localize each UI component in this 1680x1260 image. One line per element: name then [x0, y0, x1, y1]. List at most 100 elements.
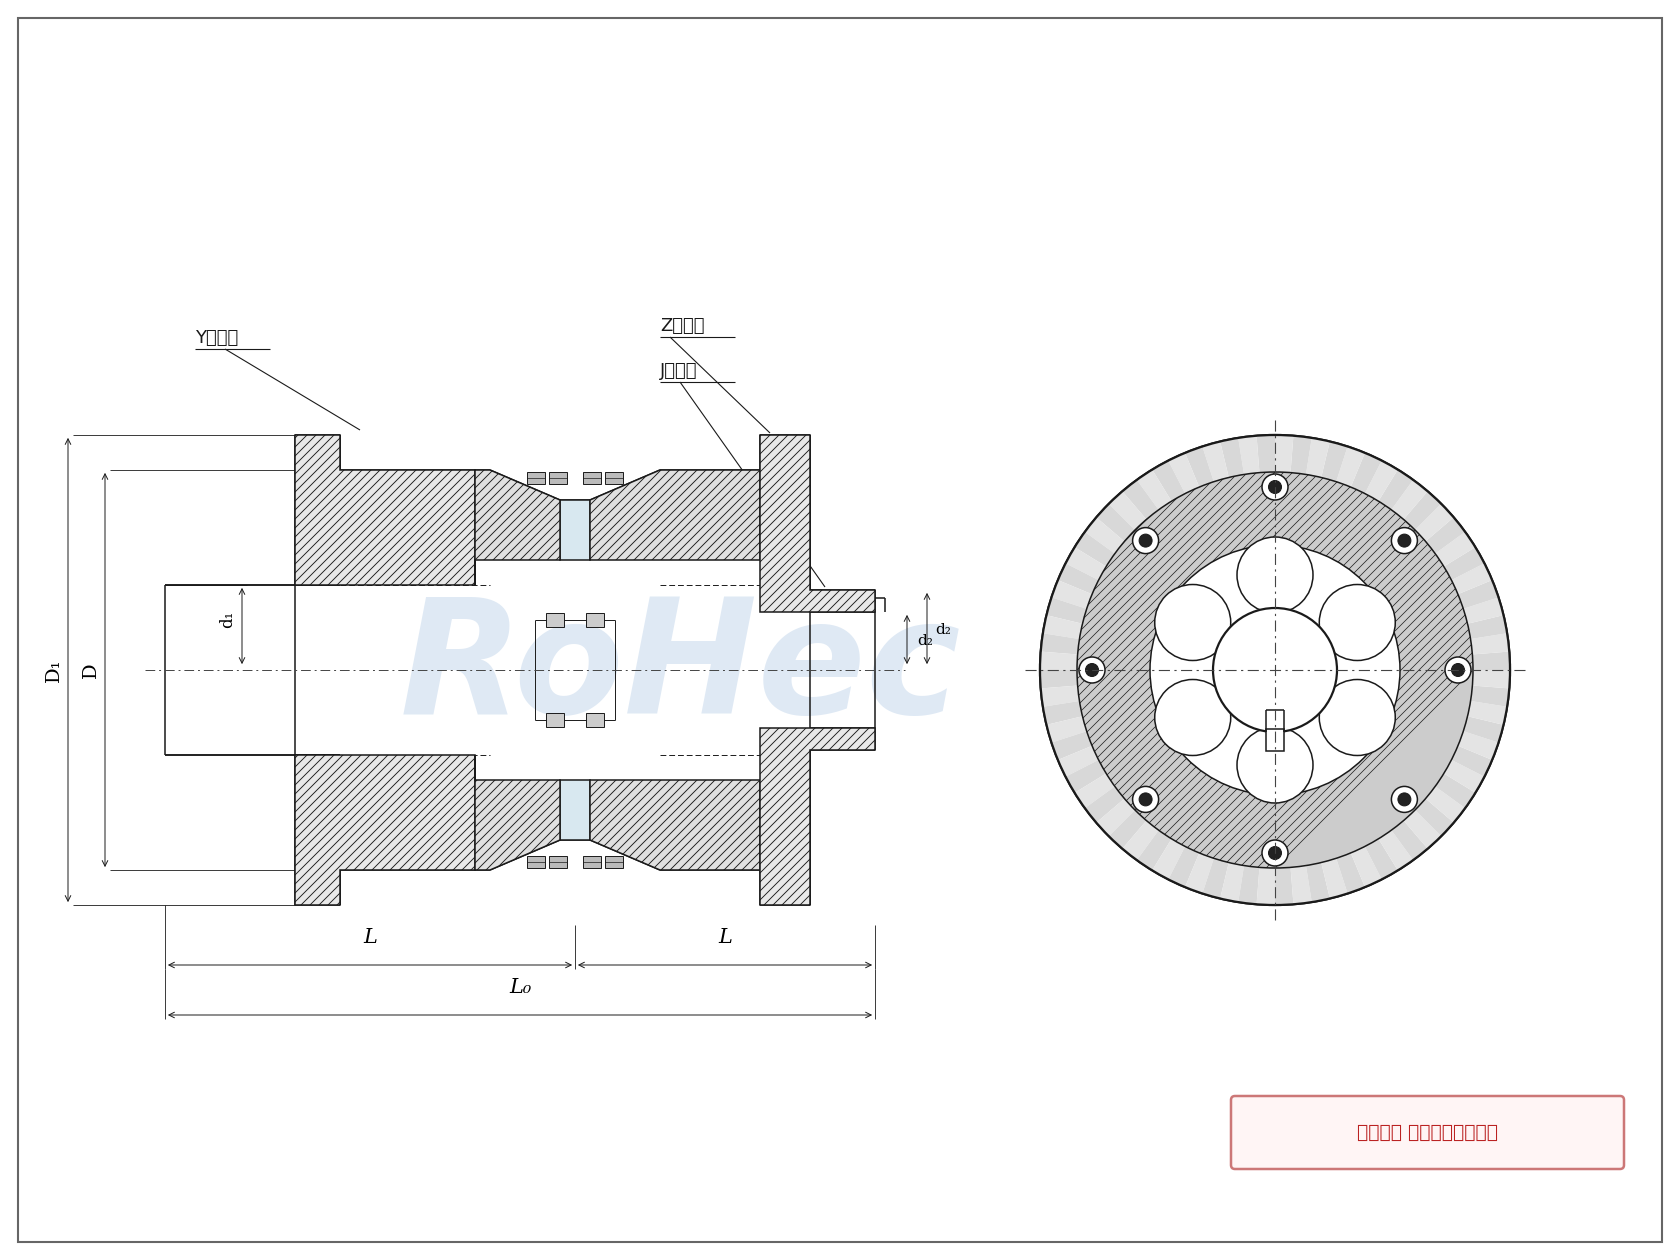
Circle shape	[1139, 534, 1152, 547]
Wedge shape	[1425, 682, 1509, 707]
Bar	[605, 472, 623, 484]
Circle shape	[1319, 585, 1396, 660]
Wedge shape	[1364, 480, 1428, 554]
Wedge shape	[1040, 670, 1124, 688]
Circle shape	[1262, 840, 1289, 866]
Wedge shape	[1398, 532, 1475, 591]
Wedge shape	[1065, 740, 1146, 793]
Wedge shape	[1097, 769, 1168, 837]
Wedge shape	[1152, 461, 1206, 541]
Circle shape	[1085, 664, 1099, 677]
Wedge shape	[1058, 728, 1139, 776]
Bar	[605, 856, 623, 868]
Wedge shape	[1426, 670, 1510, 688]
Text: D: D	[82, 663, 101, 678]
Wedge shape	[1383, 504, 1453, 571]
Wedge shape	[1043, 615, 1127, 646]
Circle shape	[1398, 534, 1411, 547]
Wedge shape	[1411, 728, 1492, 776]
Text: D₁: D₁	[45, 658, 64, 682]
Circle shape	[1445, 656, 1472, 683]
Wedge shape	[1310, 814, 1347, 898]
Wedge shape	[1404, 740, 1485, 793]
Circle shape	[1391, 528, 1418, 553]
Wedge shape	[1416, 580, 1499, 622]
Bar	[1267, 728, 1284, 751]
Wedge shape	[1416, 717, 1499, 760]
Wedge shape	[1220, 818, 1252, 902]
Circle shape	[1452, 664, 1465, 677]
Wedge shape	[1040, 634, 1126, 658]
Wedge shape	[1398, 750, 1475, 808]
Wedge shape	[1077, 472, 1473, 868]
Wedge shape	[1426, 651, 1510, 670]
Polygon shape	[590, 780, 759, 869]
Wedge shape	[1075, 750, 1152, 808]
Wedge shape	[1383, 769, 1453, 837]
Wedge shape	[1334, 805, 1381, 887]
Wedge shape	[1040, 682, 1126, 707]
Wedge shape	[1122, 480, 1186, 554]
Polygon shape	[559, 500, 590, 559]
Text: d₂: d₂	[936, 622, 951, 638]
Wedge shape	[1065, 547, 1146, 601]
Bar	[528, 856, 544, 868]
Wedge shape	[1238, 436, 1263, 520]
Text: d₁: d₁	[220, 611, 237, 629]
Text: L: L	[717, 929, 732, 948]
Wedge shape	[1052, 580, 1134, 622]
Circle shape	[1040, 435, 1510, 905]
Polygon shape	[296, 755, 475, 905]
Wedge shape	[1085, 760, 1159, 823]
Polygon shape	[475, 755, 559, 869]
Wedge shape	[1047, 706, 1131, 742]
Text: d₂: d₂	[917, 634, 932, 648]
Wedge shape	[1122, 785, 1186, 861]
Text: Y型轴孔: Y型轴孔	[195, 329, 239, 346]
Circle shape	[1132, 528, 1159, 553]
Wedge shape	[1322, 446, 1364, 529]
Wedge shape	[1075, 532, 1152, 591]
Circle shape	[1236, 727, 1314, 803]
Wedge shape	[1420, 706, 1504, 742]
Wedge shape	[1184, 446, 1228, 529]
Wedge shape	[1168, 805, 1216, 887]
Bar	[549, 856, 568, 868]
Wedge shape	[1152, 800, 1206, 879]
Wedge shape	[1052, 717, 1134, 760]
Bar	[583, 856, 601, 868]
Circle shape	[1154, 585, 1231, 660]
Wedge shape	[1374, 777, 1441, 849]
Wedge shape	[1322, 810, 1364, 893]
Wedge shape	[1184, 810, 1228, 893]
Wedge shape	[1420, 597, 1504, 635]
Bar	[546, 614, 564, 627]
Circle shape	[1079, 656, 1105, 683]
Circle shape	[1154, 679, 1231, 756]
Wedge shape	[1275, 435, 1294, 518]
Wedge shape	[1058, 563, 1139, 612]
Wedge shape	[1168, 452, 1216, 534]
Wedge shape	[1391, 760, 1465, 823]
Wedge shape	[1425, 634, 1509, 658]
Wedge shape	[1040, 651, 1124, 670]
Circle shape	[1236, 537, 1314, 614]
Circle shape	[1319, 679, 1396, 756]
Circle shape	[1151, 546, 1399, 795]
Bar	[583, 472, 601, 484]
Wedge shape	[1047, 597, 1131, 635]
Wedge shape	[1391, 518, 1465, 581]
Circle shape	[1262, 474, 1289, 500]
Wedge shape	[1097, 504, 1168, 571]
Text: L: L	[363, 929, 376, 948]
Wedge shape	[1203, 814, 1240, 898]
Wedge shape	[1085, 518, 1159, 581]
Polygon shape	[475, 470, 559, 585]
Circle shape	[1268, 480, 1282, 494]
Circle shape	[1398, 793, 1411, 806]
Bar	[586, 614, 605, 627]
Wedge shape	[1299, 818, 1331, 902]
Polygon shape	[590, 470, 759, 559]
Wedge shape	[1423, 694, 1507, 724]
Circle shape	[1213, 609, 1337, 732]
